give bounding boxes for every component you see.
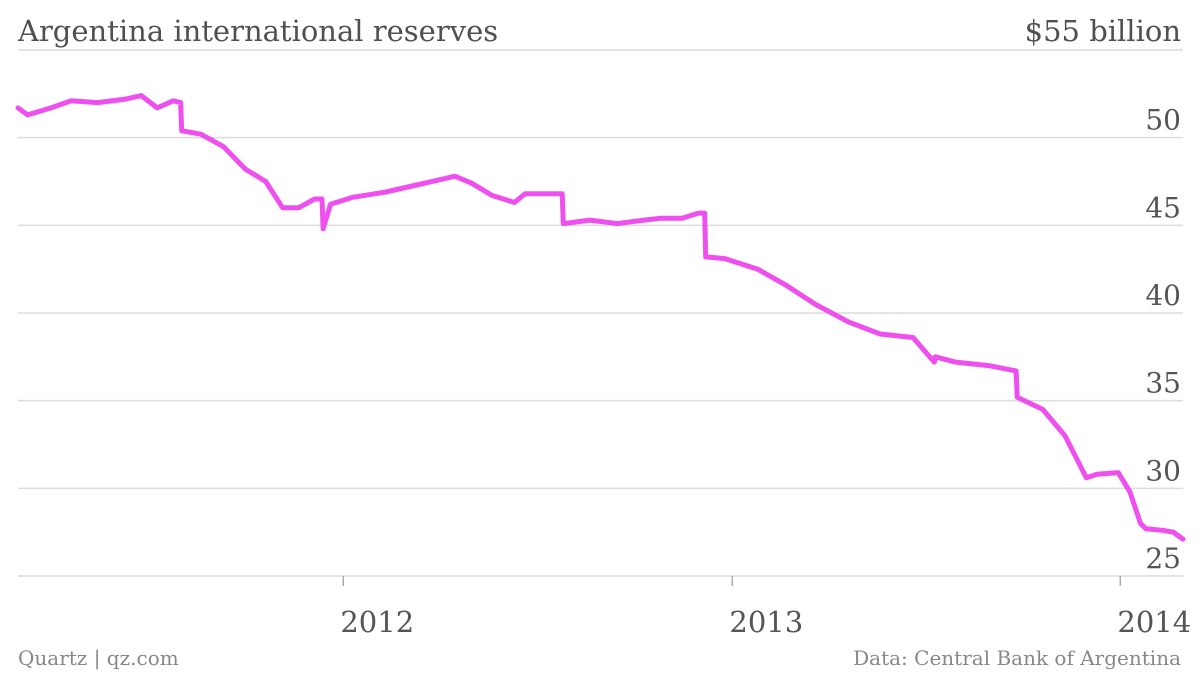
x-tick-label: 2013 bbox=[729, 605, 803, 639]
unit-label: $55 billion bbox=[1024, 14, 1181, 48]
y-tick-label: 45 bbox=[1145, 191, 1181, 224]
y-tick-label: 40 bbox=[1145, 279, 1181, 312]
reserves-line bbox=[15, 93, 1186, 542]
x-axis-ticks: 2012 2013 2014 bbox=[340, 576, 1191, 639]
x-tick-label: 2014 bbox=[1117, 605, 1191, 639]
y-tick-label: 50 bbox=[1145, 104, 1181, 137]
y-tick-label: 25 bbox=[1145, 542, 1181, 575]
footer-source-left: Quartz | qz.com bbox=[18, 646, 179, 670]
y-axis-ticks: 25 30 35 40 45 50 bbox=[1145, 104, 1181, 575]
y-tick-label: 30 bbox=[1145, 454, 1181, 487]
x-tick-label: 2012 bbox=[340, 605, 414, 639]
y-tick-label: 35 bbox=[1145, 367, 1181, 400]
gridlines bbox=[18, 49, 1183, 577]
footer-source-right: Data: Central Bank of Argentina bbox=[853, 646, 1181, 670]
chart-title: Argentina international reserves bbox=[18, 14, 499, 48]
